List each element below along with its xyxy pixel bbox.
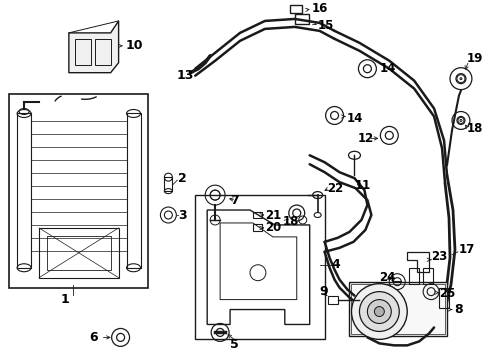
Text: 18: 18: [283, 216, 299, 229]
Text: 9: 9: [319, 285, 328, 298]
Text: 2: 2: [178, 172, 187, 185]
Circle shape: [360, 292, 399, 332]
Bar: [75, 39, 91, 65]
Text: 25: 25: [439, 287, 455, 300]
Bar: [439, 288, 449, 307]
Text: 20: 20: [265, 221, 281, 234]
Text: 19: 19: [467, 52, 483, 65]
Text: 22: 22: [328, 182, 344, 195]
Bar: [39, 228, 119, 278]
Circle shape: [368, 300, 392, 324]
Text: 5: 5: [230, 338, 239, 351]
Text: 8: 8: [454, 303, 463, 316]
Text: 12: 12: [358, 132, 374, 145]
Bar: [295, 14, 309, 24]
Text: 3: 3: [178, 208, 187, 221]
Bar: [164, 177, 172, 191]
Bar: [126, 113, 141, 268]
Bar: [253, 224, 263, 231]
Bar: [423, 268, 433, 284]
Text: 7: 7: [230, 194, 239, 207]
Text: 4: 4: [332, 258, 341, 271]
Bar: [253, 212, 263, 219]
Circle shape: [351, 284, 407, 339]
Text: 11: 11: [354, 179, 371, 192]
FancyArrowPatch shape: [81, 97, 96, 99]
Bar: [328, 296, 338, 303]
Bar: [9, 94, 148, 288]
Bar: [351, 284, 445, 334]
Text: 17: 17: [459, 243, 475, 256]
Bar: [47, 236, 111, 270]
Text: 15: 15: [318, 19, 334, 32]
Bar: [409, 268, 419, 284]
FancyArrowPatch shape: [55, 96, 61, 101]
Text: 14: 14: [379, 62, 396, 75]
Polygon shape: [69, 21, 119, 73]
Circle shape: [374, 307, 384, 316]
Bar: [17, 113, 31, 268]
Bar: [349, 282, 447, 336]
Bar: [290, 5, 302, 13]
Text: 13: 13: [176, 69, 194, 82]
Text: 18: 18: [467, 122, 483, 135]
Bar: [195, 195, 324, 339]
Text: 14: 14: [346, 112, 363, 125]
Text: 1: 1: [61, 293, 70, 306]
Text: 23: 23: [431, 250, 447, 263]
Text: 21: 21: [265, 208, 281, 221]
Text: 24: 24: [379, 271, 396, 284]
Text: 10: 10: [125, 39, 143, 52]
Text: 16: 16: [312, 3, 328, 15]
Text: 6: 6: [89, 331, 98, 344]
Bar: [95, 39, 111, 65]
